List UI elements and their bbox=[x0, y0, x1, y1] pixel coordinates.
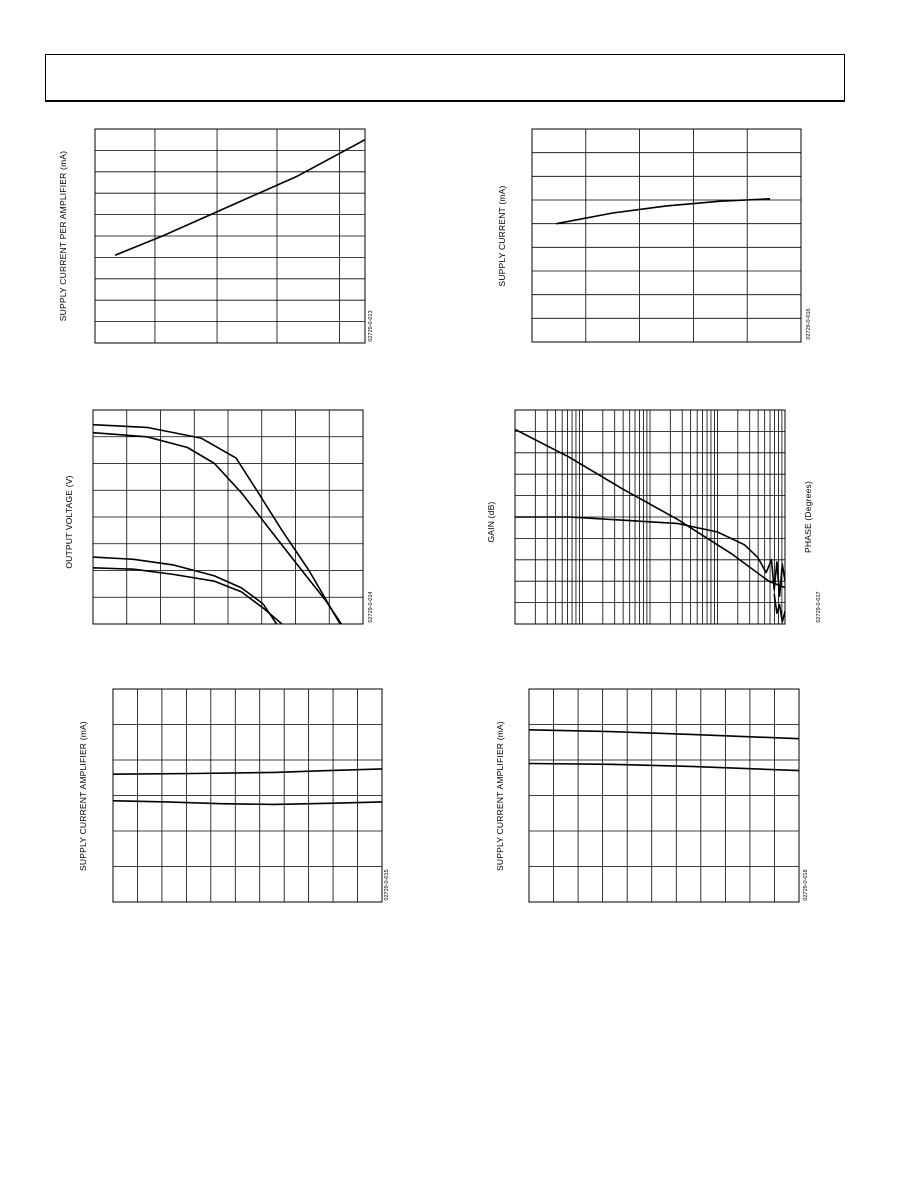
series-line-3 bbox=[773, 593, 785, 623]
series-line-2 bbox=[93, 431, 343, 624]
series-line-1 bbox=[114, 138, 365, 257]
series-line-1 bbox=[515, 428, 785, 589]
chart-c2: SUPPLY CURRENT (mA) 02729-0-016 bbox=[497, 128, 812, 343]
figure-id: 02729-0-015 bbox=[384, 869, 390, 900]
figure-id: 02729-0-014 bbox=[368, 591, 374, 622]
y-axis-label: GAIN (dB) bbox=[486, 501, 496, 542]
series-line-2 bbox=[529, 762, 799, 772]
series-line-4 bbox=[93, 567, 283, 624]
y-axis-label: SUPPLY CURRENT PER AMPLIFIER (mA) bbox=[58, 151, 68, 322]
series-line-3 bbox=[93, 556, 278, 624]
y-axis-label: OUTPUT VOLTAGE (V) bbox=[64, 475, 74, 568]
figure-id: 02729-0-013 bbox=[368, 310, 374, 341]
series-line-1 bbox=[93, 423, 341, 624]
chart-c4: GAIN (dB) PHASE (Degrees) 02729-0-017 bbox=[486, 409, 822, 625]
figure-id: 02729-0-016 bbox=[806, 308, 812, 339]
chart-c1: SUPPLY CURRENT PER AMPLIFIER (mA) 02729-0… bbox=[58, 128, 374, 344]
series-line-1 bbox=[113, 768, 382, 775]
series-line-2 bbox=[515, 516, 785, 598]
y-axis-label: SUPPLY CURRENT (mA) bbox=[497, 185, 507, 286]
plot-frame bbox=[531, 128, 802, 343]
chart-c5: SUPPLY CURRENT AMPLIFIER (mA) 02729-0-015 bbox=[78, 688, 390, 903]
series-line-2 bbox=[113, 800, 382, 806]
y2-axis-label: PHASE (Degrees) bbox=[803, 481, 813, 553]
series-line-1 bbox=[529, 729, 799, 740]
y-axis-label: SUPPLY CURRENT AMPLIFIER (mA) bbox=[495, 721, 505, 871]
series-line-1 bbox=[556, 198, 771, 225]
figure-id: 02729-0-017 bbox=[816, 591, 822, 622]
page-header-box bbox=[45, 54, 845, 102]
chart-c6: SUPPLY CURRENT AMPLIFIER (mA) 02729-0-018 bbox=[495, 688, 809, 903]
y-axis-label: SUPPLY CURRENT AMPLIFIER (mA) bbox=[78, 721, 88, 871]
figure-id: 02729-0-018 bbox=[803, 869, 809, 900]
chart-c3: OUTPUT VOLTAGE (V) 02729-0-014 bbox=[64, 409, 374, 625]
